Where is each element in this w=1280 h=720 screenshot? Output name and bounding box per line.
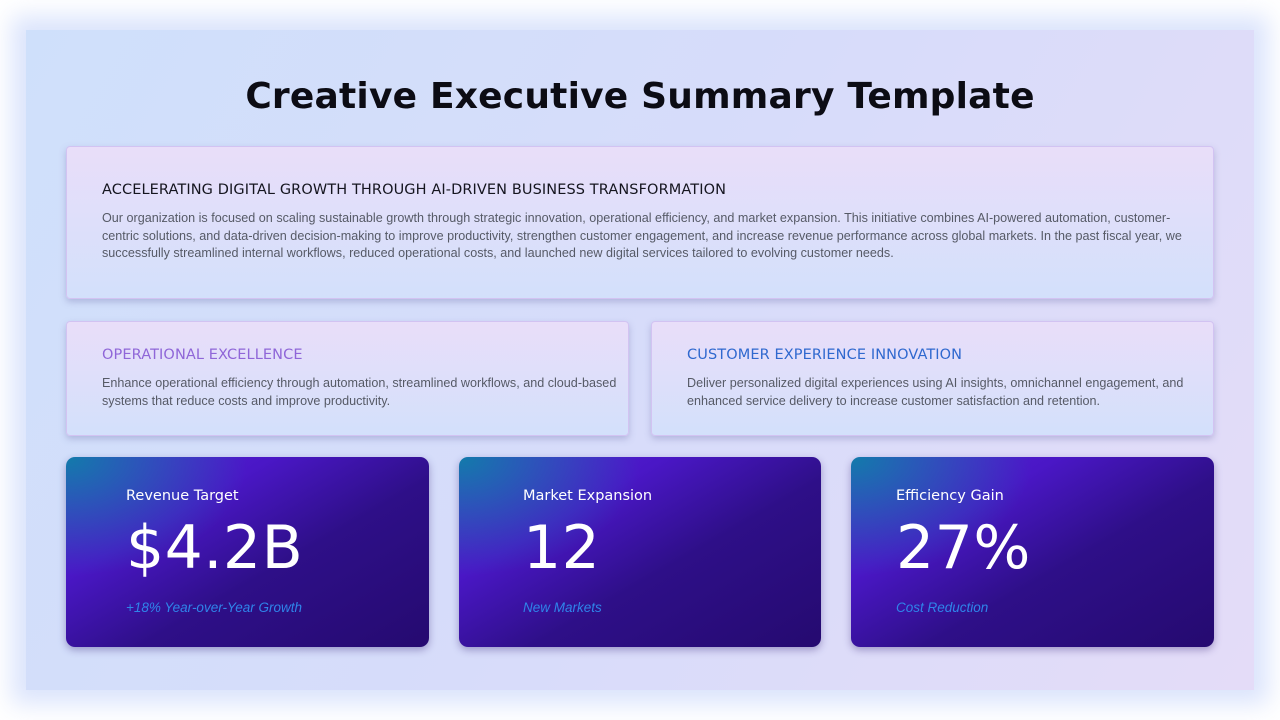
customer-experience-card: CUSTOMER EXPERIENCE INNOVATION Deliver p… <box>651 321 1214 436</box>
page-title: Creative Executive Summary Template <box>245 76 1035 117</box>
metric-value: 12 <box>523 513 601 583</box>
metric-label: Market Expansion <box>523 488 653 504</box>
efficiency-gain-card: Efficiency Gain 27% Cost Reduction <box>851 457 1214 647</box>
operational-excellence-card: OPERATIONAL EXCELLENCE Enhance operation… <box>66 321 629 436</box>
revenue-target-card: Revenue Target $4.2B +18% Year-over-Year… <box>66 457 429 647</box>
market-expansion-card: Market Expansion 12 New Markets <box>459 457 821 647</box>
customer-experience-body: Deliver personalized digital experiences… <box>687 376 1184 408</box>
metric-value: 27% <box>896 513 1031 583</box>
metric-note: Cost Reduction <box>896 600 989 615</box>
metric-value: $4.2B <box>126 513 304 583</box>
overview-heading: ACCELERATING DIGITAL GROWTH THROUGH AI-D… <box>102 182 727 198</box>
operational-excellence-body: Enhance operational efficiency through a… <box>102 376 617 408</box>
customer-experience-heading: CUSTOMER EXPERIENCE INNOVATION <box>687 347 963 363</box>
metric-note: +18% Year-over-Year Growth <box>126 600 302 615</box>
operational-excellence-heading: OPERATIONAL EXCELLENCE <box>102 347 303 363</box>
metric-label: Efficiency Gain <box>896 488 1004 504</box>
metric-note: New Markets <box>523 600 602 615</box>
overview-card: ACCELERATING DIGITAL GROWTH THROUGH AI-D… <box>66 146 1214 299</box>
metric-label: Revenue Target <box>126 488 239 504</box>
overview-body: Our organization is focused on scaling s… <box>102 211 1182 261</box>
